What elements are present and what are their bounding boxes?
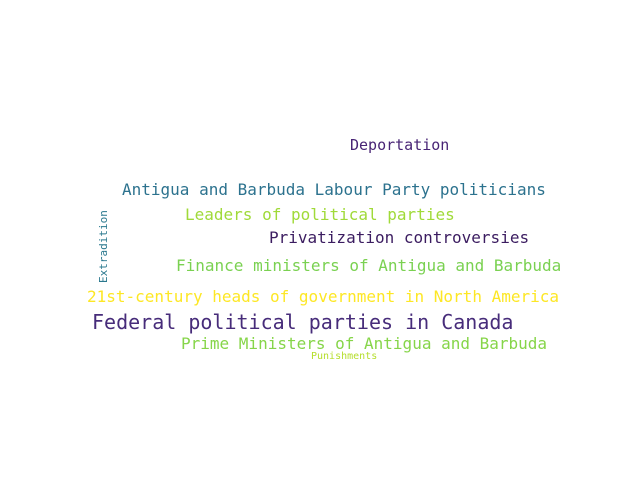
word-extradition: Extradition [97, 210, 110, 283]
word-deportation: Deportation [350, 136, 450, 154]
word-federal-political-parties: Federal political parties in Canada [92, 310, 514, 334]
word-privatization-controversies: Privatization controversies [269, 228, 530, 247]
word-prime-ministers: Prime Ministers of Antigua and Barbuda [181, 334, 548, 353]
word-leaders-of-political-parties: Leaders of political parties [185, 205, 455, 224]
word-finance-ministers: Finance ministers of Antigua and Barbuda [176, 256, 562, 275]
word-21st-century-heads: 21st-century heads of government in Nort… [87, 287, 560, 306]
word-punishments: Punishments [311, 351, 378, 362]
word-antigua-labour-politicians: Antigua and Barbuda Labour Party politic… [122, 180, 546, 199]
